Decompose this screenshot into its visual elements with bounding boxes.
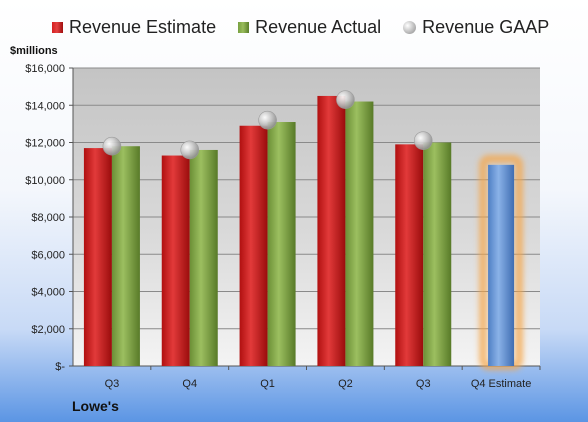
marker-revenue-gaap bbox=[102, 136, 122, 156]
chart-legend: Revenue Estimate Revenue Actual Revenue … bbox=[52, 17, 571, 38]
bar-revenue-estimate bbox=[83, 148, 112, 366]
legend-item-revenue-gaap: Revenue GAAP bbox=[403, 17, 549, 38]
legend-swatch-gaap bbox=[403, 21, 417, 34]
legend-label-estimate: Revenue Estimate bbox=[69, 17, 217, 37]
y-tick-label: $10,000 bbox=[25, 175, 65, 187]
y-tick-label: $4,000 bbox=[31, 287, 65, 299]
bar-revenue-actual bbox=[423, 142, 452, 366]
y-tick-label: $16,000 bbox=[25, 63, 65, 75]
x-tick-label: Q1 bbox=[260, 378, 275, 390]
marker-revenue-gaap bbox=[258, 110, 277, 130]
legend-swatch-actual bbox=[238, 22, 250, 33]
marker-revenue-gaap bbox=[413, 131, 433, 150]
y-tick-label: $6,000 bbox=[31, 249, 65, 261]
marker-revenue-gaap bbox=[336, 90, 355, 109]
bar-revenue-actual bbox=[111, 146, 140, 366]
bar-revenue-actual bbox=[267, 122, 296, 366]
legend-item-revenue-actual: Revenue Actual bbox=[238, 17, 381, 38]
x-tick-label: Q2 bbox=[338, 378, 353, 390]
legend-swatch-estimate bbox=[52, 22, 63, 33]
legend-label-actual: Revenue Actual bbox=[255, 17, 382, 37]
x-tick-label: Q3 bbox=[105, 378, 120, 390]
y-tick-label: $- bbox=[55, 361, 65, 373]
y-tick-label: $12,000 bbox=[25, 138, 65, 150]
company-name: Lowe's bbox=[72, 398, 119, 414]
bar-revenue-estimate bbox=[161, 155, 190, 366]
y-axis-unit-label: $millions bbox=[10, 45, 58, 57]
legend-item-revenue-estimate: Revenue Estimate bbox=[52, 17, 216, 38]
bar-revenue-actual bbox=[345, 101, 374, 367]
legend-label-gaap: Revenue GAAP bbox=[422, 17, 550, 37]
marker-revenue-gaap bbox=[180, 140, 200, 160]
y-tick-label: $8,000 bbox=[31, 212, 65, 224]
bar-revenue-estimate bbox=[317, 95, 346, 366]
x-tick-label: Q4 bbox=[182, 378, 197, 390]
x-tick-label: Q4 Estimate bbox=[471, 378, 532, 390]
bar-q4-estimate bbox=[488, 164, 515, 366]
x-tick-label: Q3 bbox=[416, 378, 431, 390]
y-tick-label: $2,000 bbox=[31, 324, 65, 336]
bar-revenue-actual bbox=[189, 149, 218, 366]
bar-revenue-estimate bbox=[239, 125, 268, 366]
bar-revenue-estimate bbox=[395, 144, 424, 366]
y-tick-label: $14,000 bbox=[25, 100, 65, 112]
